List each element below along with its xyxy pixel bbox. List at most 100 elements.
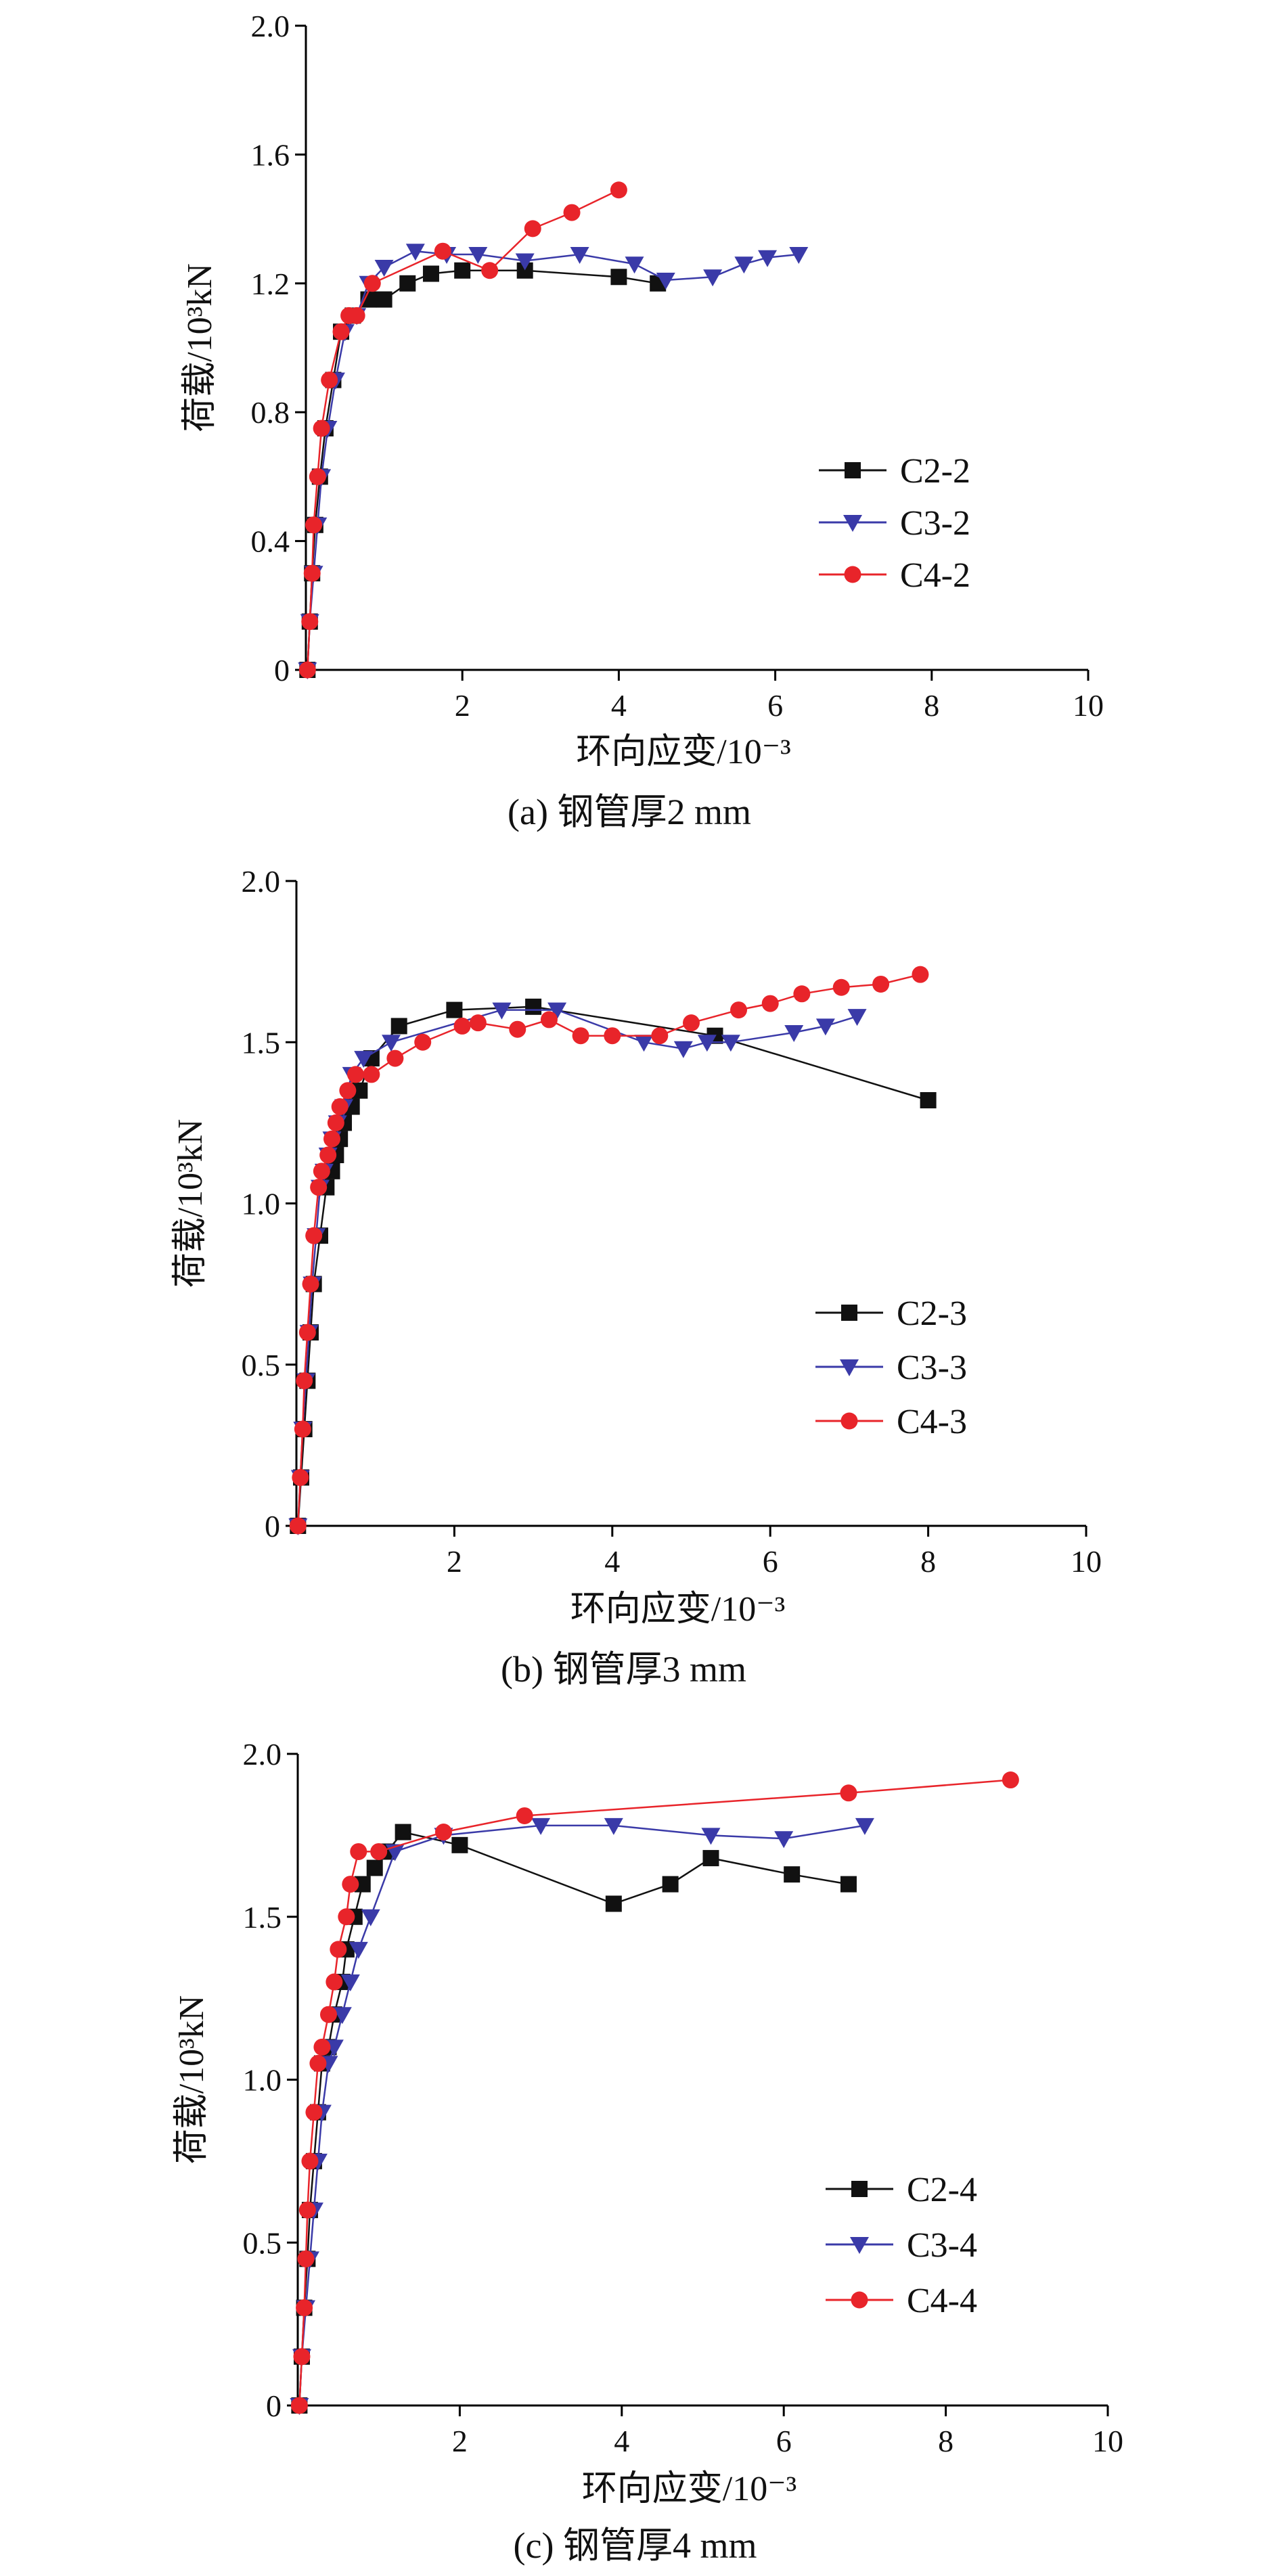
data-point [451, 1836, 468, 1853]
legend-label: C4-3 [897, 1403, 967, 1441]
legend-marker [840, 1359, 859, 1376]
data-point [339, 1082, 357, 1100]
x-axis-label: 环向应变/10⁻³ [570, 1590, 786, 1629]
data-point [338, 1908, 355, 1926]
x-axis-label: 环向应变/10⁻³ [576, 733, 791, 771]
data-point [912, 966, 929, 983]
x-tick-label: 4 [614, 2424, 629, 2458]
data-point [774, 1831, 794, 1849]
legend-item: C2-2 [819, 452, 970, 491]
y-tick-label: 2.0 [243, 1737, 282, 1771]
data-point [531, 1817, 551, 1835]
data-point [309, 468, 326, 485]
data-point [305, 2104, 323, 2121]
legend-item: C4-4 [826, 2282, 977, 2320]
legend-item: C2-3 [815, 1294, 967, 1333]
legend-item: C3-3 [815, 1349, 967, 1387]
y-tick-label: 1.5 [242, 1025, 281, 1060]
data-point [761, 995, 779, 1012]
data-point [313, 2038, 331, 2056]
data-point [340, 1974, 360, 1992]
data-point [405, 244, 425, 261]
x-tick-label: 2 [455, 688, 470, 723]
data-point [453, 1017, 471, 1035]
data-point [525, 998, 542, 1015]
y-tick-label: 0 [274, 653, 290, 687]
y-tick-label: 1.0 [242, 1187, 281, 1221]
data-point [656, 273, 675, 290]
x-tick-label: 10 [1073, 688, 1104, 723]
data-point [730, 1001, 748, 1019]
data-point [815, 1018, 835, 1036]
data-point [572, 1027, 589, 1045]
data-point [321, 371, 338, 389]
data-point [847, 1009, 867, 1026]
data-point [332, 2007, 352, 2025]
data-point [390, 1018, 407, 1035]
data-point [319, 2006, 337, 2023]
data-point [1002, 1771, 1019, 1789]
data-point [872, 975, 890, 993]
data-point [323, 1130, 341, 1148]
y-tick-label: 1.2 [251, 267, 290, 301]
data-point [604, 1817, 623, 1835]
data-point [298, 1324, 316, 1341]
y-tick-label: 1.0 [243, 2063, 282, 2098]
data-point [784, 1866, 801, 1883]
data-point [509, 1020, 526, 1038]
data-point [370, 1843, 388, 1860]
data-point [703, 269, 723, 287]
data-point [305, 1227, 323, 1244]
data-point [840, 1876, 857, 1893]
data-point [701, 1828, 721, 1845]
x-tick-label: 2 [452, 2424, 468, 2458]
legend-marker [844, 566, 861, 583]
data-point [363, 275, 381, 292]
legend-label: C3-2 [900, 504, 970, 543]
data-point [789, 246, 809, 264]
data-point [382, 1035, 401, 1052]
data-point [468, 246, 488, 264]
data-point [697, 1035, 717, 1052]
data-point [296, 2299, 313, 2317]
series-line [298, 1824, 866, 2406]
y-tick-label: 0 [265, 1509, 280, 1543]
data-point [310, 1179, 328, 1196]
y-tick-label: 0.5 [242, 1348, 281, 1382]
data-point [298, 2201, 316, 2219]
y-tick-label: 2.0 [251, 9, 290, 43]
y-axis-label: 荷载/10³kN [181, 263, 219, 432]
panel-caption: (b) 钢管厚3 mm [501, 1649, 746, 1690]
data-point [296, 1372, 313, 1390]
data-point [348, 307, 365, 324]
data-point [342, 1876, 359, 1893]
data-point [721, 1035, 740, 1052]
data-point [297, 2250, 315, 2267]
x-tick-label: 6 [776, 2424, 792, 2458]
data-point [301, 613, 319, 631]
data-point [302, 1275, 319, 1293]
x-axis-label: 环向应变/10⁻³ [582, 2470, 797, 2508]
legend-label: C4-2 [900, 556, 970, 595]
y-tick-label: 2.0 [242, 864, 281, 899]
data-point [376, 291, 392, 308]
data-point [309, 2054, 327, 2072]
y-tick-label: 0.4 [251, 524, 290, 559]
legend-label: C4-4 [907, 2282, 977, 2320]
data-point [374, 260, 394, 277]
data-point [327, 1114, 344, 1131]
legend-marker [843, 515, 862, 532]
chart-panel-2: 0 0.5 1.0 1.5 2.0 2 4 6 8 10 环向应变/10⁻³ 荷载/10³kN (b) … [171, 864, 1102, 1690]
legend-item: C3-2 [819, 504, 970, 543]
data-point [604, 1027, 621, 1045]
data-point [524, 220, 541, 238]
data-point [331, 1098, 349, 1116]
chart-panel-1: 0 0.4 0.8 1.2 1.6 2.0 2 4 6 8 10 环向应变/10⁻³ 荷载/10³kN (… [181, 9, 1104, 832]
data-point [784, 1024, 804, 1042]
data-point [301, 2152, 319, 2170]
data-point [326, 1973, 343, 1991]
data-point [347, 1066, 365, 1083]
data-point [547, 1002, 567, 1020]
data-point [651, 1027, 669, 1045]
